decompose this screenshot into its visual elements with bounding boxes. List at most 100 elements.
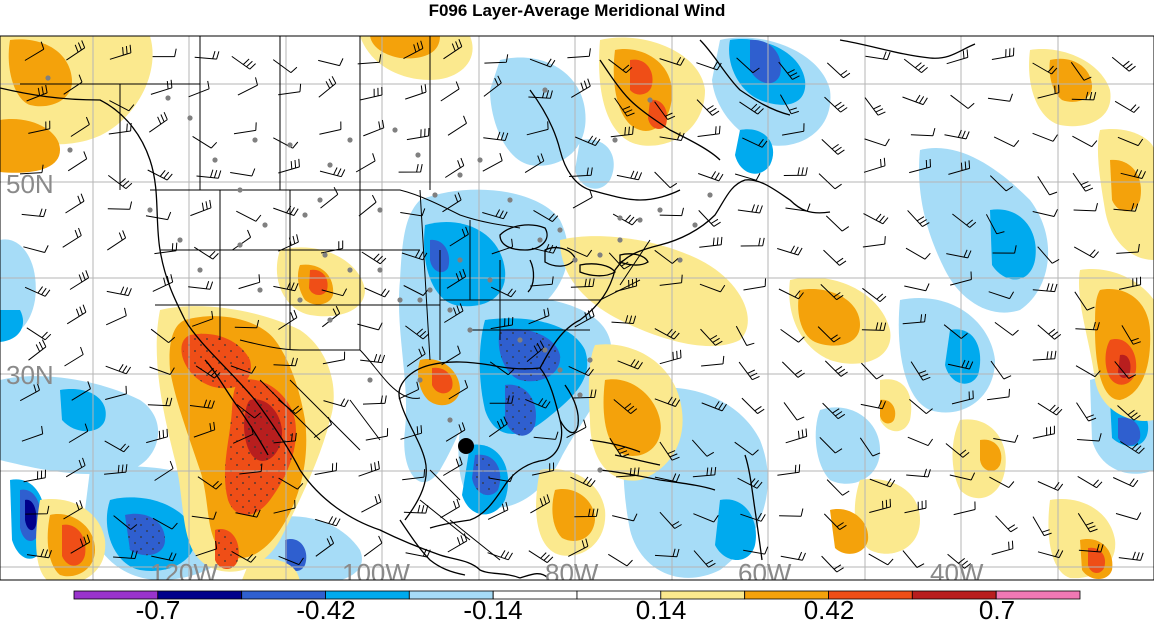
wind-barb bbox=[105, 307, 127, 326]
wind-barb bbox=[26, 327, 52, 341]
wind-barb bbox=[1077, 513, 1098, 533]
station-dot bbox=[367, 377, 373, 383]
wind-barb bbox=[696, 99, 720, 116]
wind-barb bbox=[988, 291, 1015, 300]
station-dot bbox=[287, 142, 293, 148]
wind-barb bbox=[1076, 402, 1097, 422]
colorbar-label-neg-0-42: -0.42 bbox=[296, 595, 355, 622]
wind-barb bbox=[315, 516, 341, 527]
shaded-field bbox=[0, 36, 1154, 580]
wind-barb bbox=[575, 135, 601, 147]
wind-barb bbox=[568, 538, 589, 557]
wind-barb bbox=[21, 425, 44, 442]
wind-barb bbox=[947, 553, 972, 569]
wind-barb bbox=[654, 396, 681, 407]
wind-barb bbox=[615, 277, 638, 292]
wind-barb bbox=[68, 423, 89, 443]
station-dot bbox=[557, 227, 563, 233]
station-dot bbox=[417, 377, 423, 383]
wind-barb bbox=[659, 349, 682, 365]
wind-barb bbox=[322, 351, 346, 365]
map-frame bbox=[0, 35, 1154, 581]
wind-barb bbox=[525, 398, 551, 409]
wind-barb bbox=[406, 127, 430, 141]
wind-barb bbox=[1032, 62, 1058, 75]
wind-barb bbox=[405, 84, 427, 100]
station-dot bbox=[317, 197, 323, 203]
wind-barb bbox=[1121, 325, 1141, 345]
wind-barb bbox=[612, 213, 638, 226]
wind-barb bbox=[699, 283, 726, 293]
wind-barb bbox=[528, 307, 550, 325]
wind-barb bbox=[861, 322, 887, 331]
wind-barb bbox=[21, 208, 47, 218]
wind-barb bbox=[313, 416, 333, 438]
wind-barb bbox=[69, 270, 90, 290]
wind-barb bbox=[865, 51, 891, 61]
wind-barb bbox=[273, 499, 296, 514]
wind-barb bbox=[989, 175, 1013, 192]
wind-barb bbox=[1113, 203, 1139, 212]
wind-barb bbox=[572, 389, 597, 399]
wind-barb bbox=[951, 390, 974, 405]
wind-barb bbox=[318, 76, 337, 98]
wind-barb bbox=[109, 44, 132, 60]
wind-barb bbox=[145, 211, 172, 221]
station-dot bbox=[487, 277, 493, 283]
wind-barb bbox=[449, 226, 469, 247]
wind-barb bbox=[1073, 246, 1099, 259]
wind-barb bbox=[26, 548, 52, 559]
wind-barb bbox=[365, 428, 389, 441]
wind-barb bbox=[782, 123, 805, 136]
wind-barb bbox=[902, 550, 925, 568]
wind-barb bbox=[443, 456, 463, 476]
wind-barb bbox=[910, 361, 931, 381]
wind-barb bbox=[236, 404, 261, 419]
wind-barb bbox=[489, 395, 514, 404]
wind-barb bbox=[361, 251, 387, 265]
wind-barb bbox=[1074, 291, 1095, 311]
station-dot bbox=[237, 187, 243, 193]
station-dot bbox=[587, 357, 593, 363]
wind-barb bbox=[1111, 56, 1136, 72]
wind-barb bbox=[610, 126, 634, 138]
wind-barb bbox=[1032, 350, 1057, 361]
station-dot bbox=[617, 237, 623, 243]
wind-barb bbox=[616, 170, 643, 181]
wind-barb bbox=[528, 550, 554, 564]
wind-barb bbox=[108, 175, 133, 189]
wind-barb bbox=[320, 240, 344, 254]
wind-barb bbox=[1117, 405, 1141, 421]
station-dot bbox=[427, 287, 433, 293]
wind-barb bbox=[735, 325, 755, 346]
wind-barb bbox=[574, 508, 599, 518]
wind-barb bbox=[698, 171, 724, 182]
wind-barb bbox=[445, 157, 465, 178]
wind-barb bbox=[236, 210, 262, 222]
wind-barb bbox=[863, 157, 886, 173]
wind-barb bbox=[489, 361, 515, 376]
wind-barb bbox=[1115, 512, 1142, 521]
wind-barb bbox=[1037, 549, 1064, 559]
wind-barb bbox=[1032, 132, 1058, 142]
wind-barb bbox=[692, 466, 717, 478]
wind-barb bbox=[192, 135, 218, 149]
wind-barb bbox=[113, 515, 138, 530]
wind-barb bbox=[323, 398, 349, 408]
wind-barb bbox=[444, 303, 464, 323]
station-dot bbox=[597, 252, 603, 258]
wind-barb bbox=[232, 426, 254, 444]
wind-barb bbox=[105, 385, 127, 400]
wind-barb bbox=[654, 473, 681, 483]
wind-barb bbox=[990, 360, 1012, 380]
station-dot bbox=[297, 297, 303, 303]
station-dot bbox=[187, 115, 193, 121]
wind-barb bbox=[233, 122, 257, 135]
wind-barb bbox=[319, 167, 346, 178]
wind-barb bbox=[440, 81, 460, 102]
wind-barb bbox=[1073, 202, 1098, 212]
wind-barb bbox=[1116, 243, 1140, 254]
wind-barb bbox=[406, 346, 426, 367]
station-dot bbox=[657, 207, 663, 213]
station-dot bbox=[507, 197, 513, 203]
